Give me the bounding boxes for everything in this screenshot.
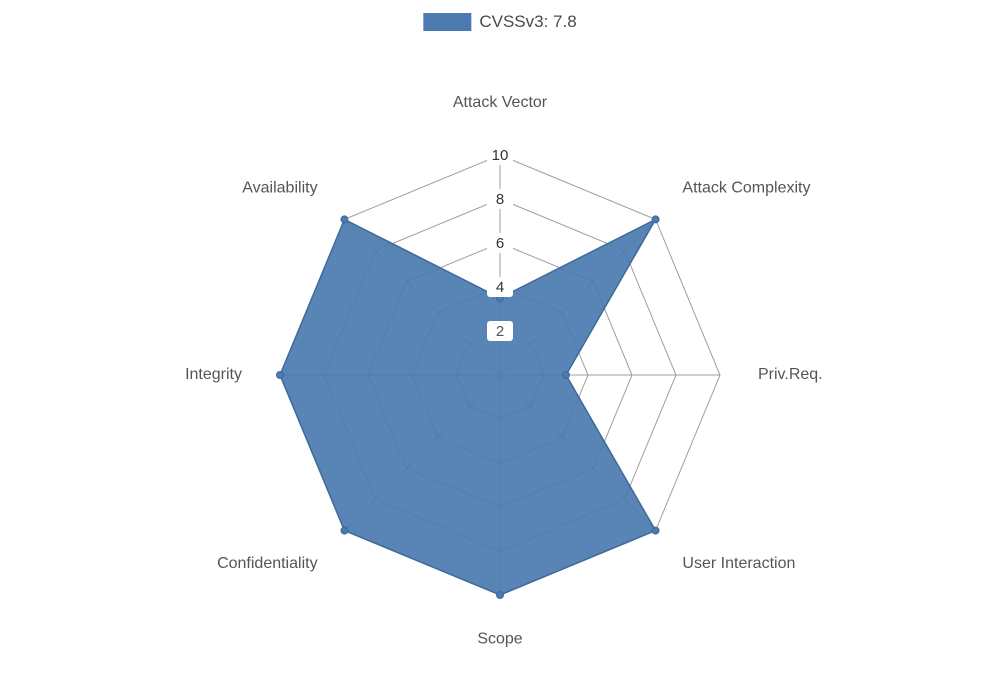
axis-label: Availability bbox=[242, 180, 317, 197]
axis-label: Attack Vector bbox=[453, 94, 548, 111]
axis-label: Scope bbox=[477, 630, 522, 647]
axis-label: Attack Complexity bbox=[682, 180, 810, 197]
tick-label: 8 bbox=[496, 191, 504, 208]
tick-label: 2 bbox=[496, 323, 504, 340]
axis-label: Priv.Req. bbox=[758, 366, 823, 383]
tick-label: 10 bbox=[492, 147, 509, 164]
tick-label: 6 bbox=[496, 235, 504, 252]
axis-label: Integrity bbox=[185, 366, 242, 383]
axis-label: Confidentiality bbox=[217, 555, 318, 572]
axis-label: User Interaction bbox=[682, 555, 795, 572]
radar-svg: 2 4 6 8 10 Attack Vector Attack Complexity Priv… bbox=[0, 0, 1000, 700]
tick-label: 4 bbox=[496, 279, 504, 296]
radar-chart-container: CVSSv3: 7.8 246810Attack VectorAttack Co… bbox=[0, 0, 1000, 700]
